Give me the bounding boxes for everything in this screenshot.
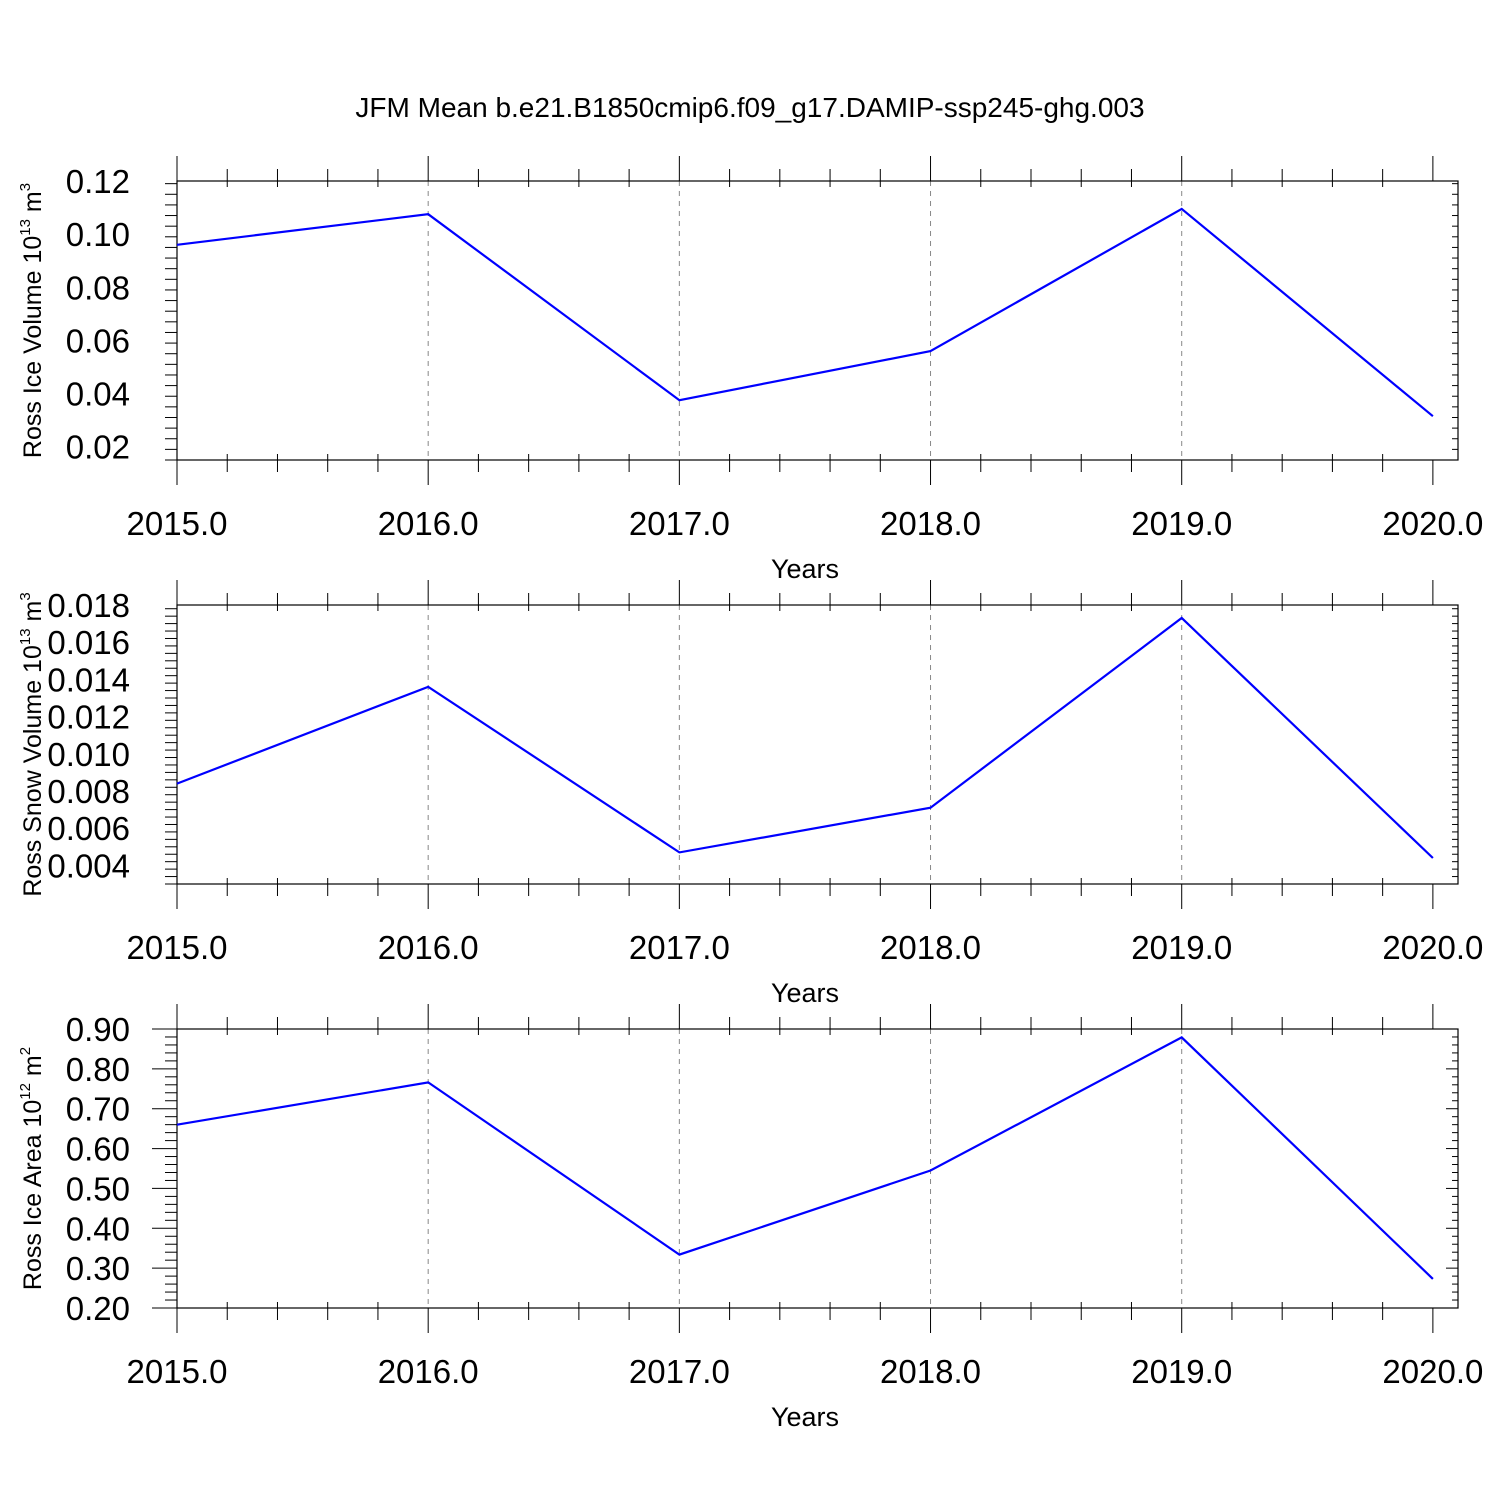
y-axis-title-part: Ross Snow Volume 10 xyxy=(19,645,47,897)
y-tick-label: 0.04 xyxy=(66,376,130,413)
x-tick-label: 2020.0 xyxy=(1382,1353,1483,1390)
y-tick-label: 0.60 xyxy=(66,1131,130,1168)
y-tick-label: 0.20 xyxy=(66,1290,130,1327)
y-axis-title: Ross Snow Volume 1013 m3 xyxy=(17,592,47,896)
y-tick-label: 0.80 xyxy=(66,1051,130,1088)
y-tick-label: 0.008 xyxy=(47,773,130,810)
panel-ice-area: 0.200.300.400.500.600.700.800.90 2015.0 20… xyxy=(17,1004,1483,1432)
y-tick-label: 0.50 xyxy=(66,1170,130,1207)
series-line xyxy=(176,616,1434,859)
y-axis-title-part: Ross Ice Volume 10 xyxy=(19,236,47,458)
y-tick-label: 0.014 xyxy=(47,661,130,698)
y-tick-label: 0.010 xyxy=(47,736,130,773)
y-tick-label: 0.06 xyxy=(66,322,130,359)
y-axis-title-part: m xyxy=(19,601,47,629)
x-tick-label: 2017.0 xyxy=(629,1353,730,1390)
x-tick-label: 2019.0 xyxy=(1131,505,1232,542)
x-tick-label: 2020.0 xyxy=(1382,929,1483,966)
x-tick-label: 2020.0 xyxy=(1382,505,1483,542)
y-axis-title-superscript: 13 xyxy=(17,219,34,236)
y-tick-label: 0.90 xyxy=(66,1011,130,1048)
x-tick-label: 2017.0 xyxy=(629,929,730,966)
y-tick-label: 0.30 xyxy=(66,1250,130,1287)
y-axis-title-superscript: 12 xyxy=(17,1083,34,1100)
y-tick-label: 0.02 xyxy=(66,429,130,466)
y-axis-title-part: Ross Ice Area 10 xyxy=(19,1100,47,1290)
y-tick-label: 0.40 xyxy=(66,1210,130,1247)
y-tick-label: 0.10 xyxy=(66,216,130,253)
plot-frame xyxy=(176,180,1459,461)
y-axis-title-superscript: 2 xyxy=(17,1047,34,1055)
y-axis-title-part: m xyxy=(19,191,47,219)
y-tick-label: 0.004 xyxy=(47,847,130,884)
y-tick-label: 0.08 xyxy=(66,269,130,306)
y-axis-title-superscript: 3 xyxy=(17,183,34,191)
series-line xyxy=(176,1036,1434,1280)
y-axis-title: Ross Ice Volume 1013 m3 xyxy=(17,183,47,458)
x-tick-label: 2019.0 xyxy=(1131,1353,1232,1390)
x-axis-title: Years xyxy=(771,554,839,584)
x-tick-label: 2015.0 xyxy=(127,1353,228,1390)
x-tick-label: 2016.0 xyxy=(378,505,479,542)
y-tick-label: 0.12 xyxy=(66,163,130,200)
series-line xyxy=(176,207,1434,418)
x-tick-label: 2016.0 xyxy=(378,929,479,966)
figure-title: JFM Mean b.e21.B1850cmip6.f09_g17.DAMIP-… xyxy=(355,92,1144,123)
plot-frame xyxy=(176,1028,1459,1309)
y-axis-title: Ross Ice Area 1012 m2 xyxy=(17,1047,47,1290)
x-axis-title: Years xyxy=(771,978,839,1008)
plot-frame xyxy=(176,604,1459,885)
y-axis-title-superscript: 13 xyxy=(17,628,34,645)
x-tick-label: 2017.0 xyxy=(629,505,730,542)
y-tick-label: 0.012 xyxy=(47,699,130,736)
x-tick-label: 2019.0 xyxy=(1131,929,1232,966)
y-tick-label: 0.016 xyxy=(47,624,130,661)
y-tick-label: 0.018 xyxy=(47,587,130,624)
x-tick-label: 2015.0 xyxy=(127,505,228,542)
panel-ice-volume: 0.02 0.04 0.06 0.08 0.10 0.12 2015.0 2016.0 2017… xyxy=(17,156,1483,584)
x-tick-label: 2016.0 xyxy=(378,1353,479,1390)
y-tick-label: 0.70 xyxy=(66,1091,130,1128)
panel-snow-volume: 0.0040.0060.0080.0100.0120.0140.0160.018… xyxy=(17,580,1483,1008)
y-tick-label: 0.006 xyxy=(47,810,130,847)
x-tick-label: 2015.0 xyxy=(127,929,228,966)
x-tick-label: 2018.0 xyxy=(880,929,981,966)
x-tick-label: 2018.0 xyxy=(880,505,981,542)
y-axis-title-part: m xyxy=(19,1055,47,1083)
x-tick-label: 2018.0 xyxy=(880,1353,981,1390)
y-axis-title-superscript: 3 xyxy=(17,592,34,600)
x-axis-title: Years xyxy=(771,1402,839,1432)
